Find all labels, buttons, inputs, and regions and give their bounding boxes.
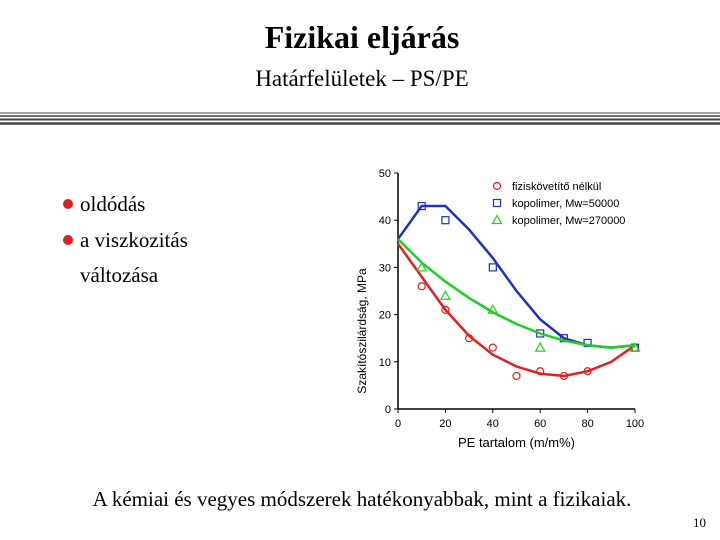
legend-marker [492, 181, 502, 191]
slide-subtitle: Határfelületek – PS/PE [255, 66, 468, 91]
x-tick-label: 40 [487, 418, 499, 430]
data-point [416, 261, 428, 272]
data-point [465, 334, 474, 343]
data-point [559, 371, 569, 381]
data-point [512, 371, 521, 381]
data-point [629, 341, 641, 352]
data-point [487, 304, 499, 314]
slide-title: Fizikai eljárás [265, 19, 460, 55]
bullet-dot [63, 199, 73, 209]
data-point [441, 216, 450, 225]
data-point [417, 282, 426, 291]
y-tick-label: 20 [379, 310, 391, 322]
legend-label: fiziskövetítő nélkül [512, 181, 601, 193]
x-tick-label: 0 [395, 418, 401, 430]
caption: A kémiai és vegyes módszerek hatékonyabb… [93, 487, 632, 511]
data-point [534, 341, 546, 352]
data-point [441, 305, 450, 314]
x-tick-label: 60 [534, 418, 546, 430]
legend-marker [492, 198, 502, 208]
fit-curve [397, 238, 636, 349]
bullet: változása [80, 263, 159, 287]
x-axis-label: PE tartalom (m/m%) [458, 435, 575, 450]
bullet: a viszkozitás [80, 228, 188, 252]
x-tick-label: 80 [581, 418, 593, 430]
data-point [536, 367, 545, 376]
fit-curve [396, 243, 636, 378]
y-tick-label: 30 [379, 262, 391, 274]
fit-curve [396, 204, 636, 349]
page-number: 10 [693, 515, 706, 530]
data-point [583, 367, 592, 376]
data-point [417, 201, 426, 211]
x-tick-label: 100 [626, 418, 644, 430]
legend-label: kopolimer, Mw=50000 [512, 198, 619, 210]
y-axis-label: Szakítószilárdság, MPa [355, 268, 369, 394]
y-tick-label: 10 [379, 357, 391, 369]
divider [0, 112, 720, 125]
legend-marker [491, 214, 503, 225]
bullet: oldódás [80, 192, 145, 216]
data-point [488, 343, 497, 352]
data-point [488, 263, 497, 272]
data-point [439, 289, 451, 300]
legend-label: kopolimer, Mw=270000 [512, 215, 625, 227]
chart: 0 20 40 60 80 100 0 10 20 30 40 50 PE tartalom (m/m%… [355, 168, 644, 450]
y-tick-label: 0 [385, 404, 391, 416]
y-tick-label: 40 [379, 215, 391, 227]
bullet-dot [63, 235, 73, 245]
y-tick-label: 50 [379, 168, 391, 180]
x-tick-label: 20 [439, 418, 451, 430]
